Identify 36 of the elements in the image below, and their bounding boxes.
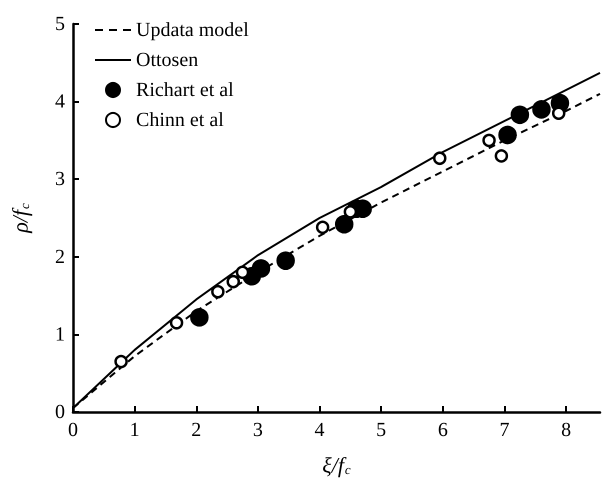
legend-label: Updata model bbox=[136, 19, 250, 41]
legend-label: Ottosen bbox=[136, 49, 198, 71]
x-tick-label: 3 bbox=[252, 419, 263, 441]
x-tick-label: 4 bbox=[314, 419, 325, 441]
y-tick-label: 5 bbox=[55, 13, 65, 35]
x-tick-label: 8 bbox=[561, 419, 572, 441]
point bbox=[190, 308, 209, 327]
x-tick-label: 2 bbox=[191, 419, 202, 441]
point bbox=[226, 274, 240, 288]
y-tick-label: 4 bbox=[55, 90, 65, 113]
x-tick-label: 1 bbox=[130, 419, 140, 441]
x-tick-label: 7 bbox=[499, 419, 510, 441]
y-tick-label: 0 bbox=[55, 401, 65, 423]
point bbox=[482, 134, 496, 148]
point bbox=[316, 220, 330, 234]
point bbox=[498, 126, 517, 144]
point bbox=[510, 106, 530, 124]
y-tick-label: 2 bbox=[55, 246, 65, 268]
point bbox=[334, 214, 354, 234]
point bbox=[236, 266, 250, 280]
point bbox=[494, 149, 508, 163]
y-tick-label: 3 bbox=[55, 168, 65, 190]
y-axis-title: ρ/fc bbox=[8, 203, 32, 234]
legend-label: Richart et al bbox=[136, 79, 234, 101]
point bbox=[276, 251, 295, 270]
point bbox=[532, 100, 551, 119]
point bbox=[114, 354, 128, 368]
point bbox=[252, 259, 270, 278]
legend-label: Chinn et al bbox=[136, 109, 224, 131]
x-tick-label: 6 bbox=[438, 419, 448, 441]
point bbox=[211, 284, 225, 298]
y-tick-label: 1 bbox=[55, 323, 65, 346]
point bbox=[433, 152, 446, 165]
x-axis-title: ξ/fc bbox=[322, 452, 351, 478]
point bbox=[170, 316, 184, 330]
x-tick-label: 5 bbox=[376, 419, 386, 441]
